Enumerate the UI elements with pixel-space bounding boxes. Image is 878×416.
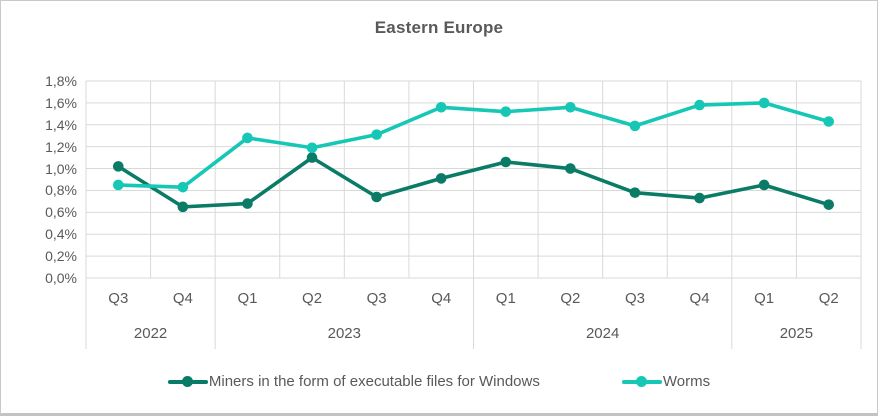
x-axis-quarter-label: Q2: [818, 290, 839, 307]
series-point-miners: [565, 163, 576, 174]
legend-line-marker-icon: [621, 375, 662, 388]
y-axis-tick-label: 1,8%: [45, 73, 77, 89]
series-point-miners: [500, 156, 512, 168]
chart-title: Eastern Europe: [374, 18, 504, 37]
chart-legend: Miners in the form of executable files f…: [1, 373, 877, 390]
series-point-worms: [500, 106, 512, 117]
series-point-worms: [694, 99, 705, 111]
series-point-miners: [306, 152, 318, 163]
legend-marker-dot: [635, 376, 647, 387]
series-point-miners: [112, 161, 124, 172]
series-point-worms: [371, 129, 382, 140]
y-axis-tick-label: 0,6%: [45, 204, 77, 221]
x-axis-year-label: 2023: [327, 325, 361, 342]
x-axis-quarter-label: Q4: [172, 290, 193, 307]
legend-marker-dot: [181, 376, 193, 387]
legend-line-marker-icon: [167, 375, 208, 388]
x-axis-quarter-label: Q3: [108, 290, 129, 307]
x-axis-quarter-label: Q3: [366, 290, 387, 307]
series-point-miners: [758, 179, 770, 191]
x-axis-quarter-label: Q4: [689, 290, 710, 307]
x-axis-year-label: 2024: [585, 325, 620, 342]
x-axis-quarter-label: Q2: [302, 290, 323, 307]
series-point-miners: [694, 192, 705, 204]
y-axis-tick-label: 1,4%: [45, 116, 77, 133]
x-axis-quarter-label: Q1: [495, 290, 516, 307]
series-line-miners: [116, 155, 831, 209]
x-axis-quarter-label: Q2: [560, 290, 581, 307]
series-point-worms: [306, 142, 318, 154]
x-axis-quarter-label: Q4: [431, 290, 452, 307]
y-axis-tick-label: 1,2%: [45, 138, 77, 155]
series-point-miners: [242, 198, 253, 209]
y-axis-tick-label: 0,0%: [45, 270, 77, 286]
x-axis-quarter-label: Q1: [754, 290, 775, 307]
y-axis-tick-label: 0,2%: [45, 248, 77, 265]
series-point-miners: [177, 201, 189, 213]
legend-label: Worms: [662, 373, 711, 390]
legend-item-miners: Miners in the form of executable files f…: [167, 373, 540, 390]
y-axis-tick-label: 1,0%: [45, 160, 77, 177]
x-axis-quarter-label: Q1: [237, 290, 258, 307]
series-point-worms: [823, 116, 835, 127]
series-point-worms: [435, 101, 447, 113]
series-point-miners: [629, 187, 641, 198]
x-axis-year-label: 2025: [779, 325, 814, 342]
y-axis-tick-label: 0,4%: [45, 226, 77, 243]
series-point-worms: [565, 101, 576, 113]
series-point-worms: [112, 179, 124, 191]
series-line-worms: [116, 101, 831, 189]
series-point-worms: [242, 132, 253, 144]
y-axis-tick-label: 1,6%: [45, 94, 77, 111]
y-axis-tick-label: 0,8%: [45, 182, 77, 199]
series-point-worms: [758, 97, 770, 109]
legend-label: Miners in the form of executable files f…: [208, 373, 540, 390]
series-point-miners: [371, 191, 382, 203]
x-axis-year-label: 2022: [133, 325, 168, 342]
series-point-miners: [823, 199, 835, 210]
series-point-miners: [435, 173, 447, 184]
x-axis-quarter-label: Q3: [624, 290, 645, 307]
series-point-worms: [629, 120, 641, 132]
series-point-worms: [177, 181, 189, 193]
legend-item-worms: Worms: [621, 373, 711, 390]
